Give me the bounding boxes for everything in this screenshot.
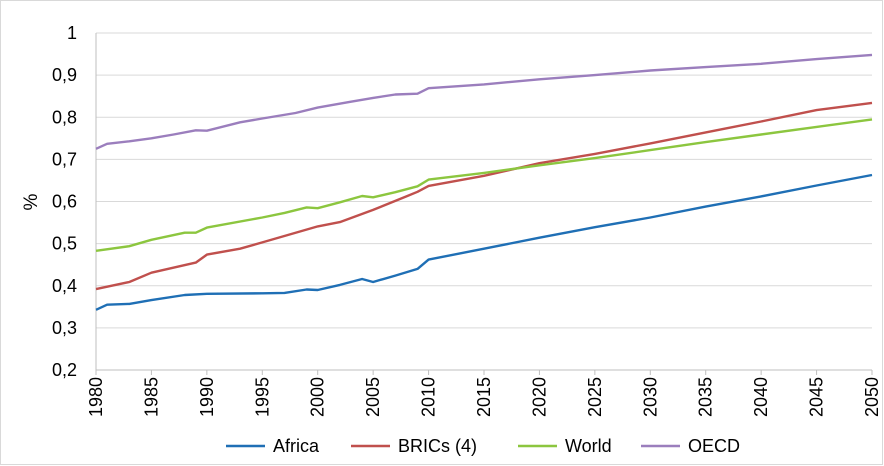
y-tick-label: 0,3 (52, 318, 77, 338)
series-line-brics-4 (95, 101, 873, 291)
x-tick-label: 1990 (197, 377, 217, 417)
legend-label: World (565, 436, 612, 456)
x-tick-label: 1995 (252, 377, 272, 417)
x-tick-label: 2050 (862, 377, 882, 417)
x-axis-ticks: 1980 1985 1990 1995 2000 2005 2010 2015 2020 2025… (86, 377, 882, 417)
y-tick-label: 0,7 (52, 149, 77, 169)
x-tick-label: 2020 (529, 377, 549, 417)
x-tick-label: 2005 (363, 377, 383, 417)
series-lines (95, 53, 873, 311)
legend-item-africa: Africa (226, 436, 320, 456)
series-line-africa (95, 173, 873, 311)
y-axis-label: % (21, 193, 42, 210)
x-tick-label: 2010 (419, 377, 439, 417)
y-tick-label: 0,2 (52, 360, 77, 380)
y-tick-label: 0,8 (52, 107, 77, 127)
y-axis-ticks: 0,2 0,3 0,4 0,5 0,6 0,7 0,8 0,9 1 (52, 23, 77, 380)
x-tick-label: 1980 (86, 377, 106, 417)
x-tick-label: 2015 (474, 377, 494, 417)
x-tick-label: 2025 (585, 377, 605, 417)
y-tick-label: 0,5 (52, 234, 77, 254)
legend-label: BRICs (4) (398, 436, 477, 456)
axes (95, 33, 873, 375)
x-tick-label: 2045 (807, 377, 827, 417)
x-tick-label: 1985 (141, 377, 161, 417)
y-tick-label: 0,4 (52, 276, 77, 296)
legend-item-oecd: OECD (641, 436, 740, 456)
series-line-world (95, 118, 873, 252)
legend-label: OECD (688, 436, 740, 456)
x-tick-label: 2035 (696, 377, 716, 417)
x-tick-label: 2040 (751, 377, 771, 417)
legend-label: Africa (273, 436, 320, 456)
y-tick-label: 1 (67, 23, 77, 43)
legend: Africa BRICs (4) World OECD (226, 436, 740, 456)
legend-item-world: World (518, 436, 612, 456)
legend-item-brics-4: BRICs (4) (351, 436, 477, 456)
series-line-oecd (95, 53, 873, 150)
x-tick-label: 2000 (308, 377, 328, 417)
y-tick-label: 0,6 (52, 192, 77, 212)
x-tick-label: 2030 (640, 377, 660, 417)
y-tick-label: 0,9 (52, 65, 77, 85)
